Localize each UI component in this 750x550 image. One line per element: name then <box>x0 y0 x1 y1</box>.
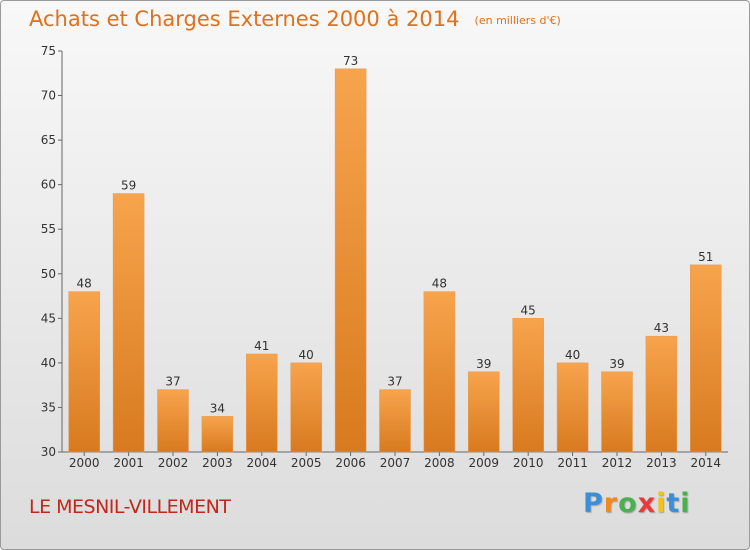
x-tick-label: 2003 <box>202 456 233 470</box>
y-tick-label: 45 <box>41 311 56 325</box>
bar <box>201 416 234 453</box>
title-row: Achats et Charges Externes 2000 à 2014 (… <box>29 7 561 31</box>
x-tick-label: 2009 <box>469 456 500 470</box>
bar <box>556 362 589 453</box>
x-tick-label: 2004 <box>247 456 278 470</box>
x-tick-label: 2005 <box>291 456 322 470</box>
bar <box>601 371 633 453</box>
bar-value-label: 37 <box>387 375 402 389</box>
x-tick-label: 2002 <box>158 456 189 470</box>
logo-letter: P <box>583 488 604 519</box>
y-tick-label: 70 <box>41 89 56 103</box>
logo-letter: i <box>656 488 667 519</box>
x-tick-label: 2006 <box>335 456 366 470</box>
bar <box>157 389 189 453</box>
x-tick-label: 2011 <box>557 456 588 470</box>
logo-letter: i <box>680 488 691 519</box>
bar <box>690 264 722 453</box>
bar-value-label: 48 <box>77 277 92 291</box>
bars: 48 59 37 34 41 40 73 37 48 39 45 40 39 43 51 <box>68 54 722 453</box>
bar <box>68 291 100 453</box>
bar <box>379 389 411 453</box>
bar-value-label: 39 <box>609 357 624 371</box>
bar-value-label: 34 <box>210 401 225 415</box>
bar-value-label: 59 <box>121 179 136 193</box>
logo-letter: o <box>618 488 638 519</box>
bar-value-label: 48 <box>432 277 447 291</box>
y-tick-label: 40 <box>41 356 56 370</box>
y-tick-label: 75 <box>41 44 56 58</box>
y-tick-label: 65 <box>41 133 56 147</box>
bar <box>290 362 322 453</box>
bar-value-label: 51 <box>698 250 713 264</box>
bar-value-label: 43 <box>654 321 669 335</box>
bar-value-label: 73 <box>343 54 358 68</box>
axes: 30 35 40 45 50 55 60 65 70 75 2000 2001 2002 2003 2004… <box>41 44 728 470</box>
proxiti-logo: Proxiti <box>583 488 691 519</box>
commune-name: LE MESNIL-VILLEMENT <box>29 496 231 518</box>
x-tick-label: 2007 <box>380 456 411 470</box>
y-tick-label: 50 <box>41 267 56 281</box>
x-tick-label: 2014 <box>691 456 722 470</box>
bar <box>334 68 367 453</box>
x-tick-label: 2008 <box>424 456 455 470</box>
chart-title: Achats et Charges Externes 2000 à 2014 <box>29 7 460 31</box>
chart-unit: (en milliers d'€) <box>474 14 561 27</box>
y-tick-label: 30 <box>41 445 56 459</box>
bar <box>112 193 145 453</box>
y-tick-label: 35 <box>41 400 56 414</box>
x-tick-label: 2012 <box>602 456 633 470</box>
x-tick-label: 2013 <box>646 456 677 470</box>
x-tick-label: 2001 <box>113 456 144 470</box>
bar-value-label: 39 <box>476 357 491 371</box>
y-tick-label: 60 <box>41 178 56 192</box>
bar <box>512 318 544 453</box>
bar-value-label: 37 <box>165 375 180 389</box>
bar-value-label: 45 <box>521 303 536 317</box>
logo-letter: x <box>637 488 657 519</box>
bar <box>468 371 500 453</box>
logo-letter: r <box>603 488 619 519</box>
bar <box>645 335 678 453</box>
logo-letter: t <box>666 488 681 519</box>
y-tick-label: 55 <box>41 222 56 236</box>
bar-value-label: 41 <box>254 339 269 353</box>
bar <box>423 291 456 453</box>
bar-value-label: 40 <box>565 348 580 362</box>
bar-value-label: 40 <box>299 348 314 362</box>
x-tick-label: 2000 <box>69 456 100 470</box>
bar <box>246 353 278 453</box>
x-tick-label: 2010 <box>513 456 544 470</box>
